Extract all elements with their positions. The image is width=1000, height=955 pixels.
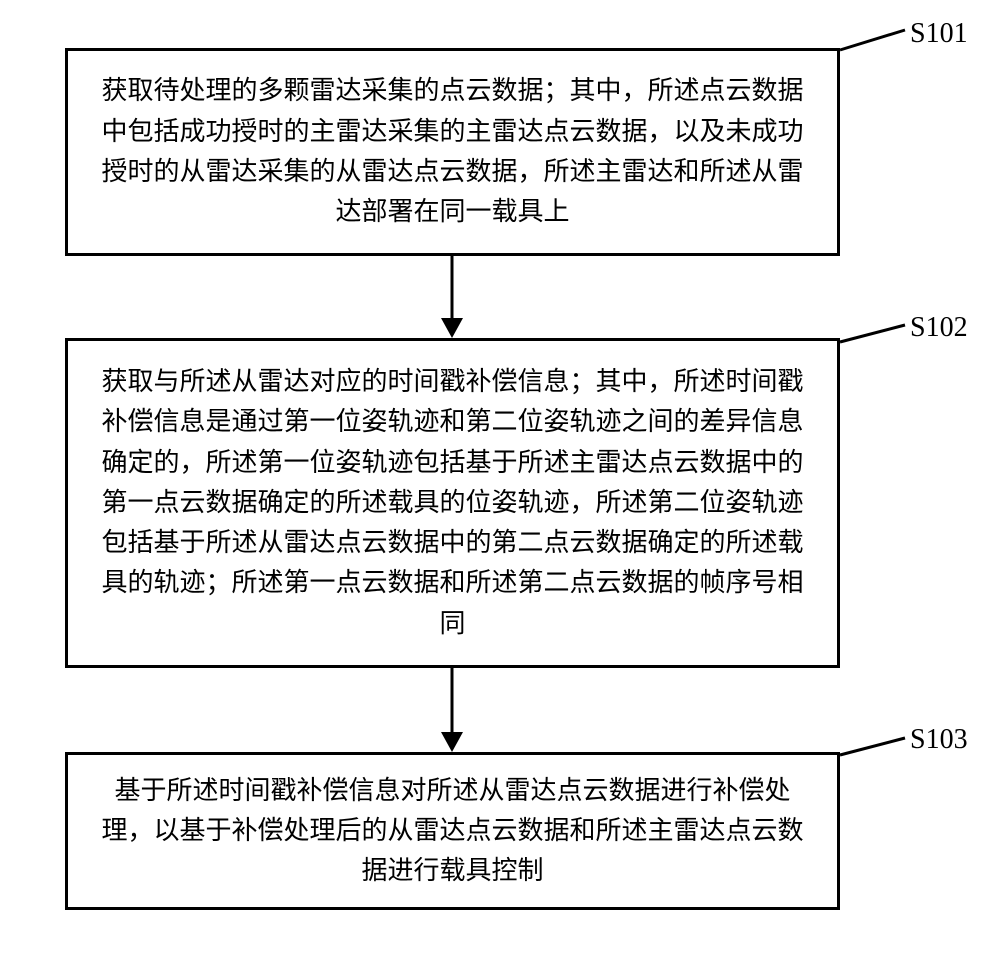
- step-label-s103: S103: [910, 724, 968, 756]
- leader-line-s103: [0, 0, 1000, 955]
- flowchart-canvas: 获取待处理的多颗雷达采集的点云数据；其中，所述点云数据中包括成功授时的主雷达采集…: [0, 0, 1000, 955]
